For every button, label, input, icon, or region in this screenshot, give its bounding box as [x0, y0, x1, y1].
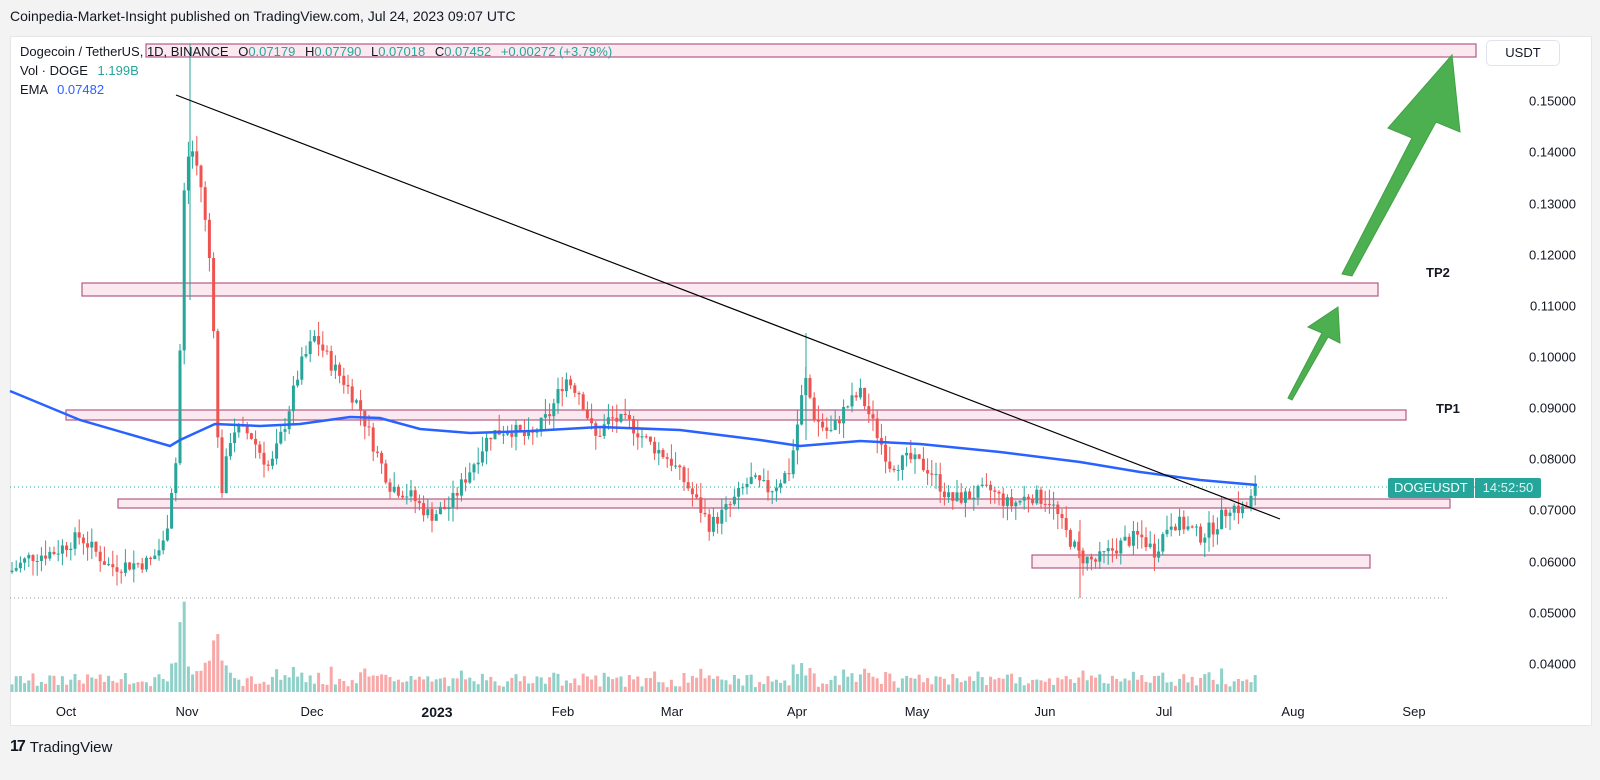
price-tick: 0.06000 [1529, 554, 1576, 570]
time-tick: Jun [1034, 704, 1056, 719]
price-tick: 0.05000 [1529, 605, 1576, 621]
time-tick: Mar [660, 704, 684, 719]
time-tick: Sep [1402, 704, 1426, 719]
candles [10, 44, 1257, 598]
small-arrow-icon [1287, 306, 1341, 401]
badge-symbol: DOGEUSDT [1388, 478, 1474, 498]
time-tick: Jul [1155, 704, 1173, 719]
publish-line: Coinpedia-Market-Insight published on Tr… [10, 8, 516, 24]
time-tick: Apr [786, 704, 808, 719]
badge-countdown: 14:52:50 [1474, 478, 1542, 498]
tp2-label: TP2 [1426, 265, 1450, 280]
change-value: +0.00272 (+3.79%) [500, 44, 613, 59]
close-value: 0.07452 [444, 44, 492, 59]
ema-line [9, 389, 1258, 487]
symbol-title[interactable]: Dogecoin / TetherUS, 1D, BINANCE [20, 44, 229, 59]
open-value: 0.07179 [248, 44, 296, 59]
time-tick: Feb [551, 704, 575, 719]
price-tick: 0.08000 [1529, 451, 1576, 467]
chart-legend: Dogecoin / TetherUS, 1D, BINANCE O0.0717… [20, 42, 612, 99]
price-tick: 0.07000 [1529, 502, 1576, 518]
last-price-badge: DOGEUSDT 14:52:50 [1388, 478, 1542, 498]
volume-value: 1.199B [97, 63, 139, 78]
time-tick: Oct [55, 704, 77, 719]
price-tick: 0.04000 [1529, 656, 1576, 672]
high-value: 0.07790 [314, 44, 362, 59]
tradingview-brand: TradingView [29, 738, 113, 756]
trendline [175, 94, 1281, 520]
price-zone [65, 409, 1407, 421]
time-tick: Nov [175, 704, 199, 719]
tp1-label: TP1 [1436, 401, 1460, 416]
legend-ema-row[interactable]: EMA 0.07482 [20, 82, 105, 97]
zones [65, 43, 1477, 569]
time-tick: Dec [300, 704, 324, 719]
price-tick: 0.10000 [1529, 349, 1576, 365]
legend-volume-row[interactable]: Vol · DOGE 1.199B [20, 63, 139, 78]
time-tick: 2023 [421, 704, 453, 720]
time-tick: May [904, 704, 930, 719]
volume-bars [10, 601, 1257, 692]
time-tick: Aug [1281, 704, 1305, 719]
footer: 17 TradingView [10, 738, 112, 756]
price-tick: 0.14000 [1529, 144, 1576, 160]
currency-button[interactable]: USDT [1486, 40, 1560, 66]
tradingview-logo-icon: 17 [10, 738, 26, 755]
big-arrow-icon [1341, 53, 1461, 277]
price-tick: 0.13000 [1529, 196, 1576, 212]
price-zone [81, 282, 1379, 297]
low-value: 0.07018 [378, 44, 426, 59]
price-zone [145, 43, 1477, 58]
price-tick: 0.15000 [1529, 93, 1576, 109]
price-zone [117, 498, 1451, 509]
chart-frame[interactable] [10, 36, 1592, 726]
price-tick: 0.11000 [1529, 298, 1576, 314]
ema-value: 0.07482 [57, 82, 105, 97]
price-axis[interactable]: 0.15000 0.14000 0.13000 0.12000 0.11000 … [1482, 36, 1590, 724]
price-tick: 0.09000 [1529, 400, 1576, 416]
legend-ohlc-row: Dogecoin / TetherUS, 1D, BINANCE O0.0717… [20, 44, 613, 59]
price-tick: 0.12000 [1529, 247, 1576, 263]
